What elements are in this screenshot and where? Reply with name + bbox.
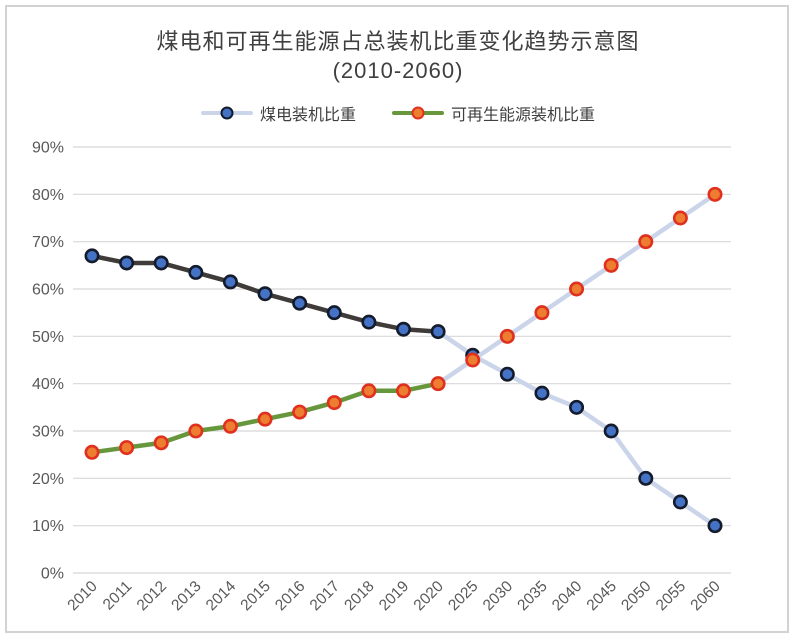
renewable-data-point-2019 xyxy=(395,383,411,399)
chart-subtitle: (2010-2060) xyxy=(332,58,464,83)
renewable-series-line-icon xyxy=(392,106,444,120)
renewable-data-point-2011 xyxy=(119,440,135,456)
y-axis-tick-label: 60% xyxy=(32,282,64,299)
coal-data-point-2019 xyxy=(395,321,411,337)
coal-data-point-2013 xyxy=(188,264,204,280)
renewable-data-point-2013 xyxy=(188,423,204,439)
coal-series-line-icon xyxy=(200,106,253,120)
x-axis-tick-label: 2017 xyxy=(307,578,343,614)
legend-item-renewable[interactable]: 可再生能源装机比重 xyxy=(392,101,595,125)
x-axis-tick-label: 2014 xyxy=(203,578,240,615)
coal-data-point-2035 xyxy=(534,385,550,401)
renewable-data-point-2045 xyxy=(603,257,619,273)
y-axis-tick-label: 90% xyxy=(32,140,64,157)
x-axis-tick-label: 2019 xyxy=(376,578,412,614)
coal-data-point-2020 xyxy=(430,324,446,340)
y-axis-tick-label: 50% xyxy=(32,329,64,346)
renewable-data-point-2014 xyxy=(222,418,238,434)
coal-data-point-2014 xyxy=(222,274,238,290)
renewable-data-point-2040 xyxy=(569,281,585,297)
coal-data-point-2015 xyxy=(257,286,273,302)
renewable-data-point-2018 xyxy=(361,383,377,399)
x-axis-tick-label: 2050 xyxy=(618,578,655,615)
x-axis-tick-label: 2030 xyxy=(480,578,517,615)
renewable-data-point-2050 xyxy=(638,234,654,250)
x-axis-tick-label: 2015 xyxy=(237,578,273,614)
y-axis-tick-label: 80% xyxy=(32,187,64,204)
renewable-data-point-2035 xyxy=(534,305,550,321)
line-chart-plot-area: 0%10%20%30%40%50%60%70%80%90%2010 2011201… xyxy=(32,140,731,615)
coal-series-marker-icon xyxy=(220,106,234,120)
coal-data-point-2017 xyxy=(326,305,342,321)
x-axis-tick-label: 2013 xyxy=(168,578,204,614)
chart-frame xyxy=(5,5,789,633)
x-axis-tick-label: 2060 xyxy=(687,578,724,615)
coal-data-point-2055 xyxy=(672,494,688,510)
x-axis-tick-label: 2016 xyxy=(272,578,308,614)
y-axis-tick-label: 30% xyxy=(32,424,64,441)
coal-data-point-2012 xyxy=(153,255,169,271)
coal-data-point-2010 xyxy=(84,248,100,264)
x-axis-tick-label: 2011 xyxy=(100,578,136,614)
coal-data-point-2016 xyxy=(292,295,308,311)
x-axis-tick-label: 2040 xyxy=(549,578,586,615)
x-axis-tick-label: 2010 xyxy=(64,578,101,615)
renewable-series-marker-icon xyxy=(411,106,425,120)
coal-data-point-2018 xyxy=(361,314,377,330)
renewable-data-point-2025 xyxy=(465,352,481,368)
y-axis-tick-label: 10% xyxy=(32,518,64,535)
x-axis-tick-label: 2018 xyxy=(341,578,377,614)
legend-label-coal: 煤电装机比重 xyxy=(259,107,356,124)
x-axis-tick-label: 2012 xyxy=(134,578,170,614)
renewable-data-point-2017 xyxy=(326,395,342,411)
y-axis-tick-label: 0% xyxy=(41,566,64,583)
chart-title: 煤电和可再生能源占总装机比重变化趋势示意图 xyxy=(156,29,640,54)
x-axis-tick-label: 2035 xyxy=(514,578,550,614)
x-axis-tick-label: 2055 xyxy=(653,578,689,614)
renewable-data-point-2060 xyxy=(707,186,723,202)
renewable-data-point-2010 xyxy=(84,444,100,460)
y-axis-tick-label: 40% xyxy=(32,376,64,393)
chart-legend: 煤电装机比重 可再生能源装机比重 xyxy=(0,101,796,125)
coal-data-point-2045 xyxy=(603,423,619,439)
renewable-data-point-2016 xyxy=(292,404,308,420)
x-axis-tick-label: 2025 xyxy=(445,578,481,614)
x-axis-tick-label: 2045 xyxy=(584,578,620,614)
renewable-data-point-2020 xyxy=(430,376,446,392)
y-axis-tick-label: 20% xyxy=(32,471,64,488)
coal-data-point-2060 xyxy=(707,518,723,534)
coal-data-point-2050 xyxy=(638,470,654,486)
y-axis-tick-label: 70% xyxy=(32,234,64,251)
renewable-data-point-2015 xyxy=(257,411,273,427)
legend-item-coal[interactable]: 煤电装机比重 xyxy=(200,101,356,125)
renewable-data-point-2030 xyxy=(499,328,515,344)
coal-data-point-2040 xyxy=(569,399,585,415)
renewable-data-point-2055 xyxy=(672,210,688,226)
legend-label-renewable: 可再生能源装机比重 xyxy=(451,107,596,124)
coal-data-point-2011 xyxy=(119,255,135,271)
x-axis-tick-label: 2020 xyxy=(411,578,448,615)
renewable-data-point-2012 xyxy=(153,435,169,451)
coal-data-point-2030 xyxy=(499,366,515,382)
